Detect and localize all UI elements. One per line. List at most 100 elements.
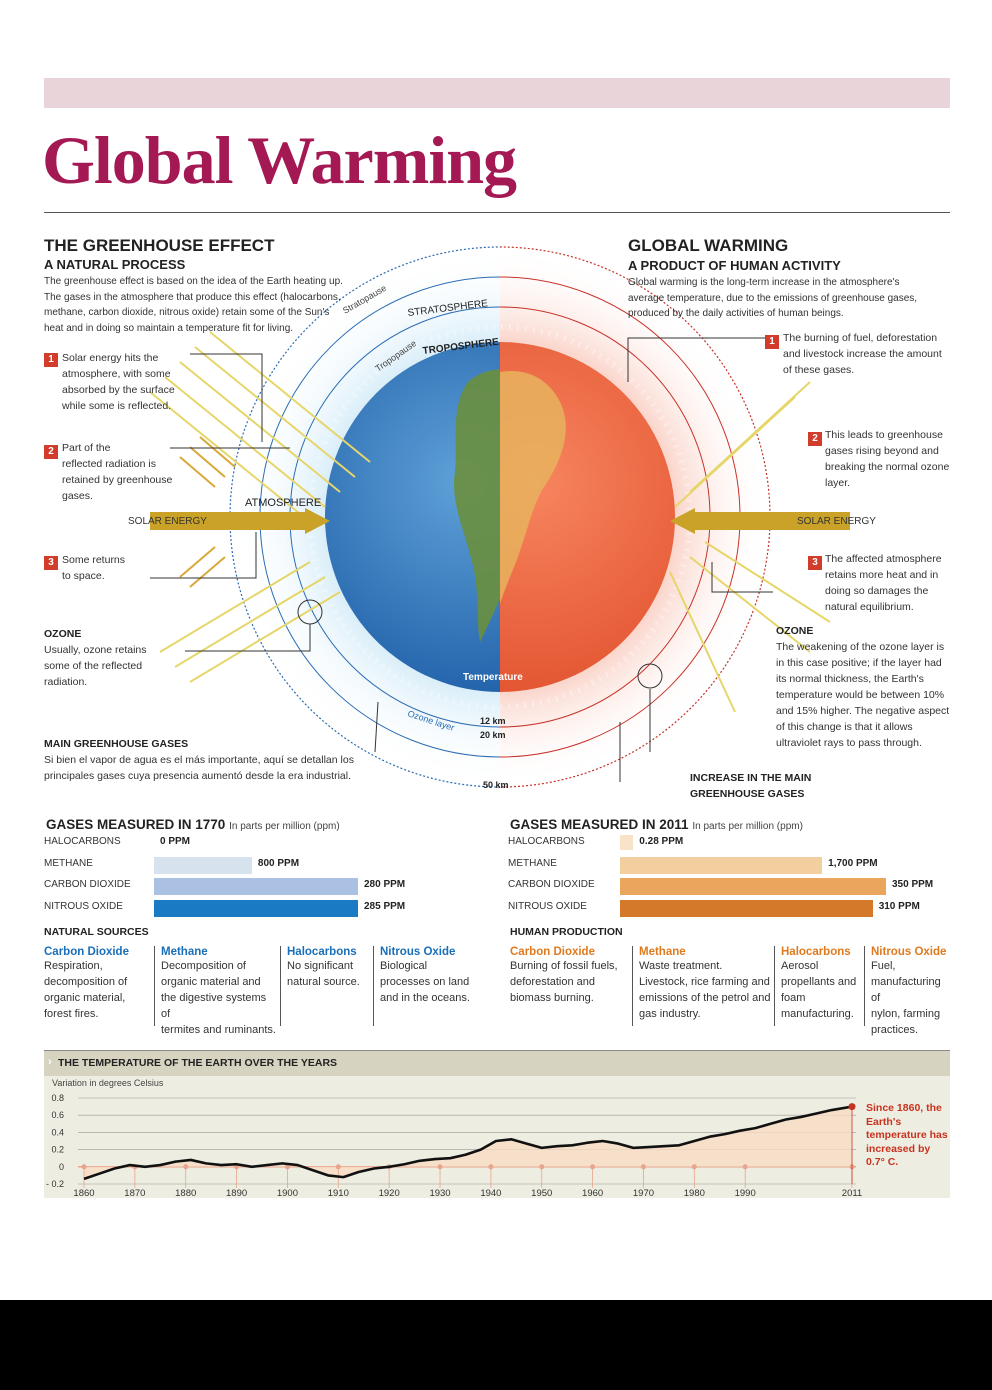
- y-tick-label: 0.6: [51, 1110, 64, 1120]
- natural-sources-title: NATURAL SOURCES: [44, 926, 149, 938]
- zero-dot: [742, 1164, 748, 1170]
- step-number-badge: 2: [808, 432, 822, 446]
- end-point: [848, 1103, 856, 1111]
- zero-dot: [640, 1164, 646, 1170]
- right-ozone-text: The weakening of the ozone layer is in th…: [776, 641, 950, 749]
- page-title: Global Warming: [42, 122, 517, 198]
- step-number-badge: 1: [765, 335, 779, 349]
- natural-source-methane: Methane Decomposition of organic material…: [154, 946, 278, 1036]
- zero-dot: [183, 1164, 189, 1170]
- gas-bar-label: CARBON DIOXIDE: [508, 879, 595, 890]
- x-tick-label: 1890: [226, 1188, 247, 1198]
- human-source-methane: Methane Waste treatment. Livestock, rice …: [632, 946, 774, 1026]
- left-ozone-text: Usually, ozone retains some of the reflec…: [44, 644, 147, 688]
- temperature-line-chart: 0.8 0.6 0.4 0.2 0 - 0.2 1860 1870 1880 1890 1900 19…: [46, 1093, 862, 1198]
- gas-bar-label: HALOCARBONS: [44, 836, 121, 847]
- human-production-title: HUMAN PRODUCTION: [510, 926, 623, 938]
- left-intro: The greenhouse effect is based on the id…: [44, 276, 343, 334]
- human-source-nitrous-oxide: Nitrous Oxide Fuel, manufacturing of nylon…: [864, 946, 952, 1036]
- km20-label: 20 km: [480, 730, 506, 740]
- gases-2011-title: GASES MEASURED IN 2011 In parts per mill…: [510, 817, 803, 832]
- increase-gases-label: INCREASE IN THE MAIN GREENHOUSE GASES: [690, 772, 812, 800]
- right-step-2: 2: [808, 430, 822, 446]
- right-intro: Global warming is the long-term increase…: [628, 277, 918, 319]
- right-heading: GLOBAL WARMING: [628, 236, 789, 255]
- y-tick-label: 0.8: [51, 1093, 64, 1103]
- zero-dot: [81, 1164, 87, 1170]
- left-step-3-text: Some returns to space.: [62, 554, 126, 582]
- gas-bar: [154, 878, 358, 895]
- zero-dot: [590, 1164, 596, 1170]
- temperature-chart-header: › THE TEMPERATURE OF THE EARTH OVER THE …: [44, 1050, 950, 1076]
- gas-bar-value: 0.28 PPM: [639, 836, 684, 847]
- zero-dot: [437, 1164, 443, 1170]
- human-source-halocarbons: Halocarbons Aerosol propellants and foam ma…: [774, 946, 862, 1026]
- x-tick-label: 1960: [582, 1188, 603, 1198]
- temperature-label: Temperature: [463, 672, 523, 683]
- gas-bar-label: METHANE: [44, 857, 93, 869]
- gas-bar-label: HALOCARBONS: [508, 836, 585, 847]
- x-tick-label: 1900: [277, 1188, 298, 1198]
- x-tick-label: 1910: [328, 1188, 349, 1198]
- zero-dot: [691, 1164, 697, 1170]
- gas-bar: [620, 899, 873, 917]
- main-gases-title: MAIN GREENHOUSE GASES: [44, 738, 189, 750]
- gas-bar: [620, 835, 634, 850]
- left-step-1: 1: [44, 351, 58, 367]
- atmosphere-label: ATMOSPHERE: [245, 497, 321, 509]
- gas-bar: [154, 856, 252, 874]
- gas-bar: [620, 856, 823, 874]
- x-tick-label: 1990: [735, 1188, 756, 1198]
- y-tick-label: 0: [59, 1162, 64, 1172]
- step-number-badge: 3: [44, 556, 58, 570]
- gas-bar-label: METHANE: [508, 857, 557, 869]
- step-number-badge: 1: [44, 353, 58, 367]
- gas-bar-label: NITROUS OXIDE: [508, 900, 587, 912]
- temperature-line: [83, 1105, 853, 1181]
- gases-1770-chart: HALOCARBONS 0 PPM METHANE 800 PPM CARBON DIO…: [44, 835, 464, 921]
- left-subheading: A NATURAL PROCESS: [44, 257, 186, 272]
- left-step-2-text: Part of the reflected radiation is retaine…: [62, 442, 173, 502]
- x-tick-label: 1860: [73, 1188, 94, 1198]
- y-tick-label: - 0.2: [46, 1179, 64, 1189]
- chevron-right-icon: ›: [48, 1056, 52, 1068]
- gases-2011-chart: HALOCARBONS 0.28 PPM METHANE 1,700 PPM CARBO…: [508, 835, 950, 921]
- right-step-3: 3: [808, 554, 822, 570]
- header-band: [44, 78, 950, 108]
- zero-dot: [539, 1164, 545, 1170]
- right-step-2-text: This leads to greenhouse gases rising bey…: [825, 429, 950, 489]
- footer-band: [0, 1300, 992, 1390]
- y-tick-label: 0.2: [51, 1145, 64, 1155]
- gas-bar-value: 350 PPM: [892, 879, 934, 890]
- x-tick-label: 1870: [124, 1188, 145, 1198]
- right-step-1-text: The burning of fuel, deforestation and li…: [783, 332, 942, 376]
- left-ozone-title: OZONE: [44, 628, 82, 640]
- step-number-badge: 3: [808, 556, 822, 570]
- km12-label: 12 km: [480, 716, 506, 726]
- temperature-chart-ylabel: Variation in degrees Celsius: [52, 1078, 164, 1088]
- temperature-annotation: Since 1860, the Earth's temperature has …: [866, 1102, 948, 1168]
- gases-1770-title: GASES MEASURED IN 1770 In parts per mill…: [46, 817, 340, 832]
- temperature-area: [84, 1106, 852, 1179]
- zero-dot: [335, 1164, 341, 1170]
- left-step-3: 3: [44, 554, 58, 570]
- right-ozone-title: OZONE: [776, 625, 814, 637]
- x-tick-label: 2011: [842, 1188, 862, 1198]
- main-gases-text: Si bien el vapor de agua es el más impor…: [44, 754, 354, 782]
- gas-bar-value: 1,700 PPM: [828, 857, 878, 869]
- gas-bar-value: 280 PPM: [364, 879, 406, 890]
- left-step-1-text: Solar energy hits the atmosphere, with so…: [62, 352, 175, 412]
- x-tick-label: 1950: [531, 1188, 552, 1198]
- gas-bar: [154, 899, 358, 917]
- right-step-3-text: The affected atmosphere retains more heat…: [825, 553, 942, 613]
- left-step-2: 2: [44, 443, 58, 459]
- globe-diagram: Stratopause STRATOSPHERE Tropopause TROP…: [150, 246, 850, 790]
- gas-bar-value: 310 PPM: [878, 900, 920, 912]
- temperature-chart-title: THE TEMPERATURE OF THE EARTH OVER THE YE…: [58, 1057, 338, 1069]
- gas-bar-label: CARBON DIOXIDE: [44, 879, 131, 890]
- title-rule: [44, 212, 950, 213]
- gas-bar-value: 0 PPM: [160, 836, 191, 847]
- natural-source-nitrous-oxide: Nitrous Oxide Biological processes on lan…: [373, 946, 473, 1026]
- km50-label: 50 km: [483, 780, 509, 790]
- x-tick-label: 1920: [379, 1188, 400, 1198]
